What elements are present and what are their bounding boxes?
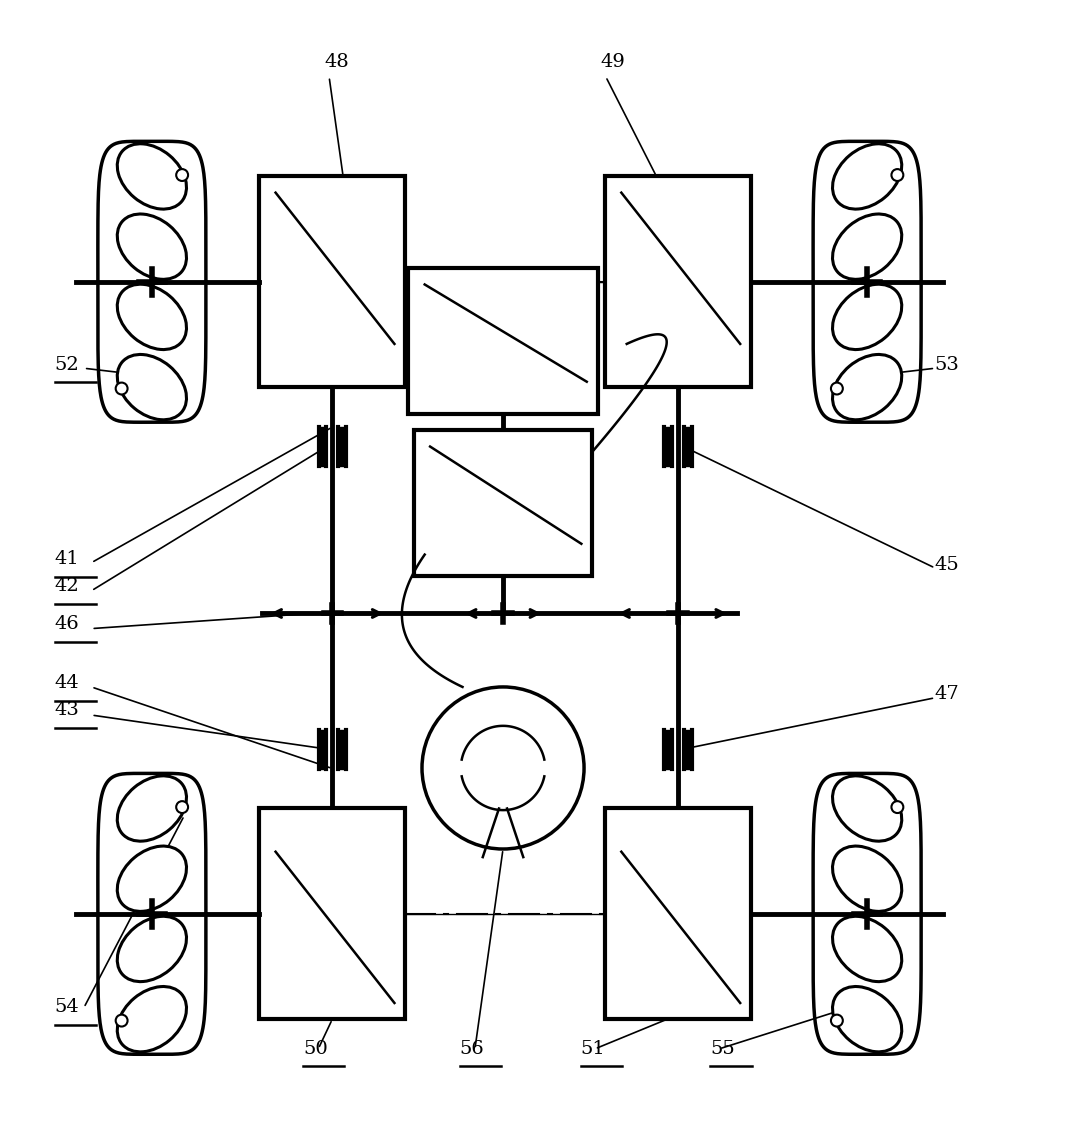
Circle shape xyxy=(176,169,188,181)
Ellipse shape xyxy=(833,986,901,1052)
Circle shape xyxy=(892,801,904,813)
Ellipse shape xyxy=(833,775,901,841)
Circle shape xyxy=(176,801,188,813)
Circle shape xyxy=(422,687,584,849)
Bar xyxy=(605,809,752,1020)
Ellipse shape xyxy=(117,284,187,350)
Ellipse shape xyxy=(117,916,187,982)
Text: 44: 44 xyxy=(54,674,79,693)
Text: 52: 52 xyxy=(54,356,79,374)
Text: 46: 46 xyxy=(54,615,79,633)
Text: 56: 56 xyxy=(459,1039,484,1058)
Ellipse shape xyxy=(117,986,187,1052)
Text: 47: 47 xyxy=(934,685,959,703)
Ellipse shape xyxy=(117,354,187,420)
Ellipse shape xyxy=(117,775,187,841)
Ellipse shape xyxy=(833,846,901,912)
Bar xyxy=(408,268,597,414)
Bar xyxy=(260,809,405,1020)
Circle shape xyxy=(116,1015,127,1027)
Text: 48: 48 xyxy=(325,53,350,71)
Text: 42: 42 xyxy=(54,577,79,595)
Ellipse shape xyxy=(833,284,901,350)
Circle shape xyxy=(831,1015,843,1027)
Circle shape xyxy=(892,169,904,181)
Ellipse shape xyxy=(117,846,187,912)
Text: 51: 51 xyxy=(581,1039,606,1058)
Text: 41: 41 xyxy=(54,551,79,568)
Circle shape xyxy=(116,383,127,395)
Ellipse shape xyxy=(117,214,187,280)
Circle shape xyxy=(831,383,843,395)
Ellipse shape xyxy=(833,916,901,982)
Text: 54: 54 xyxy=(54,999,79,1016)
Ellipse shape xyxy=(833,354,901,420)
Ellipse shape xyxy=(833,143,901,209)
Text: 50: 50 xyxy=(303,1039,328,1058)
Ellipse shape xyxy=(833,214,901,280)
Bar xyxy=(605,177,752,388)
Text: 49: 49 xyxy=(601,53,626,71)
Text: 53: 53 xyxy=(934,356,959,374)
Bar xyxy=(260,177,405,388)
Text: 45: 45 xyxy=(934,555,959,574)
Text: 43: 43 xyxy=(54,701,79,719)
Bar xyxy=(414,430,592,576)
Text: 55: 55 xyxy=(710,1039,735,1058)
Ellipse shape xyxy=(117,143,187,209)
